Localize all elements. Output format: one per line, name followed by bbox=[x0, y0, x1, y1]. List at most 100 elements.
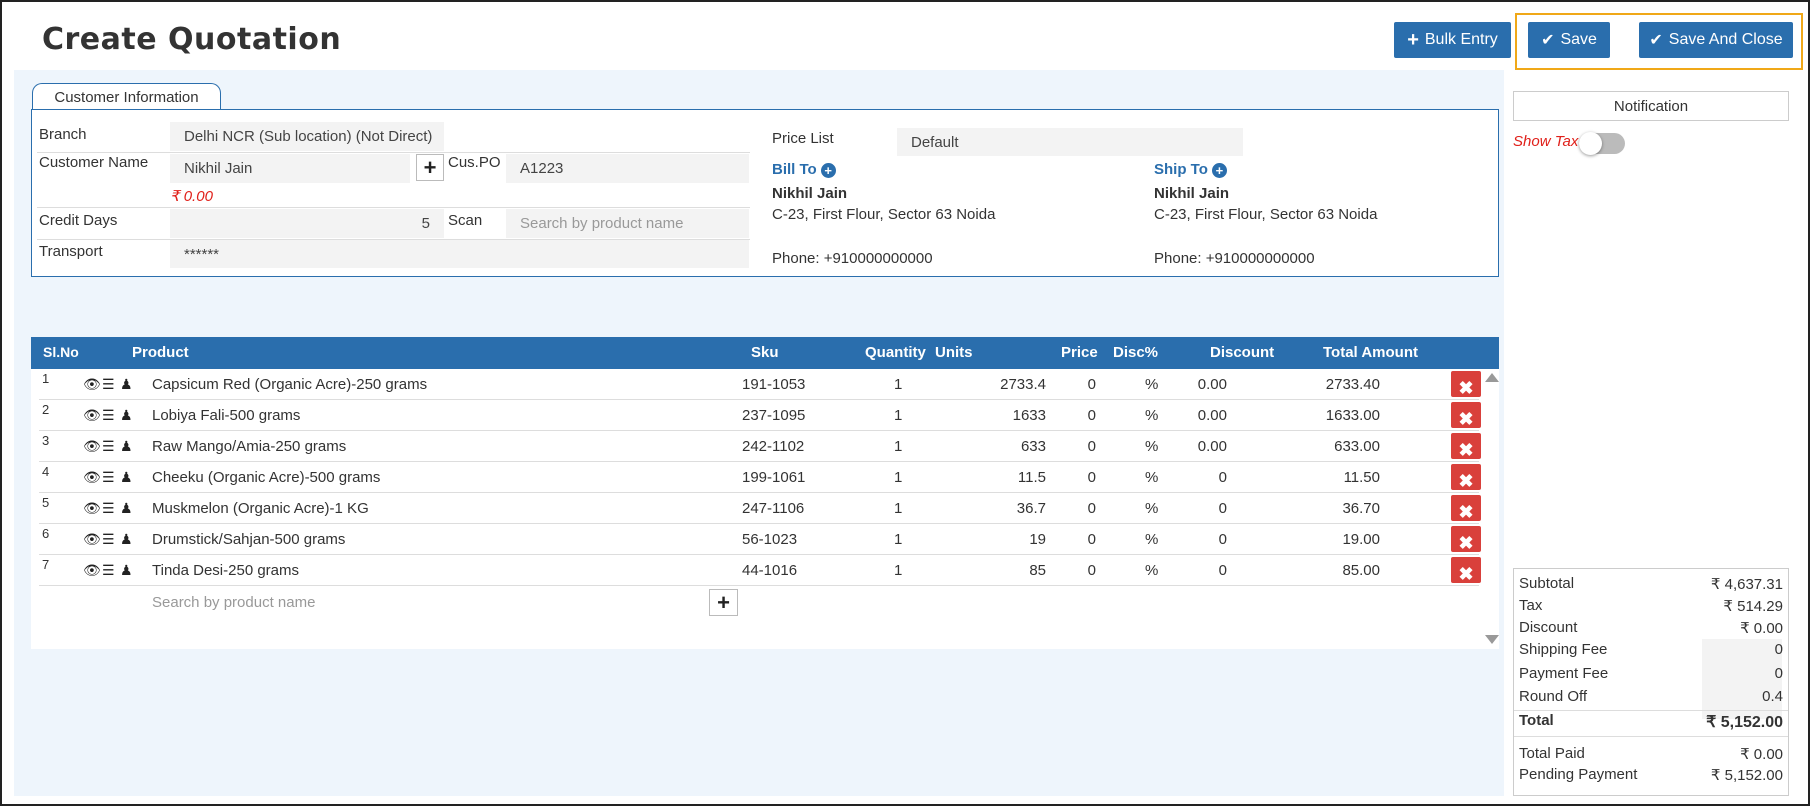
ship-to-phone: Phone: +910000000000 bbox=[1154, 250, 1315, 267]
close-icon: ✖ bbox=[1458, 378, 1474, 398]
add-customer-button[interactable]: + bbox=[416, 154, 444, 181]
credit-days-field[interactable]: 5 bbox=[170, 209, 444, 238]
person-icon[interactable]: ♟ bbox=[120, 438, 133, 454]
tax-label: Tax bbox=[1519, 597, 1543, 614]
col-disc-pct: Disc% bbox=[1113, 344, 1159, 361]
remove-row-button[interactable]: ✖ bbox=[1451, 402, 1481, 429]
plus-circle-icon[interactable]: + bbox=[820, 162, 836, 178]
row-quantity[interactable]: 1 bbox=[894, 500, 903, 517]
row-price[interactable]: 2733.4 bbox=[1000, 376, 1046, 393]
payment-fee-input[interactable]: 0 bbox=[1774, 665, 1783, 682]
shipping-fee-row[interactable]: Shipping Fee 0 bbox=[1519, 641, 1783, 661]
row-price[interactable]: 1633 bbox=[1012, 407, 1046, 424]
payment-fee-label: Payment Fee bbox=[1519, 665, 1609, 682]
highlight-box bbox=[1515, 13, 1803, 70]
transport-field[interactable]: ****** bbox=[170, 240, 749, 268]
list-icon[interactable]: ☰ bbox=[102, 438, 115, 454]
list-icon[interactable]: ☰ bbox=[102, 562, 115, 578]
show-tax-toggle[interactable] bbox=[1579, 132, 1625, 155]
row-price[interactable]: 19 bbox=[1029, 531, 1046, 548]
row-quantity[interactable]: 1 bbox=[894, 469, 903, 486]
row-quantity[interactable]: 1 bbox=[894, 438, 903, 455]
tab-customer-information[interactable]: Customer Information bbox=[32, 83, 221, 110]
cus-po-label: Cus.PO bbox=[448, 154, 501, 171]
ship-to-address: C-23, First Flour, Sector 63 Noida bbox=[1154, 206, 1378, 223]
subtotal-row: Subtotal ₹ 4,637.31 bbox=[1519, 575, 1783, 595]
person-icon[interactable]: ♟ bbox=[120, 562, 133, 578]
product-search-input[interactable]: Search by product name bbox=[152, 594, 316, 611]
list-icon[interactable]: ☰ bbox=[102, 531, 115, 547]
shipping-fee-input[interactable]: 0 bbox=[1774, 641, 1783, 658]
row-price[interactable]: 11.5 bbox=[1017, 469, 1046, 486]
person-icon[interactable]: ♟ bbox=[120, 469, 133, 485]
person-icon[interactable]: ♟ bbox=[120, 500, 133, 516]
remove-row-button[interactable]: ✖ bbox=[1451, 557, 1481, 584]
round-off-input[interactable]: 0.4 bbox=[1762, 688, 1783, 705]
bulk-entry-button[interactable]: + Bulk Entry bbox=[1394, 22, 1511, 58]
list-icon[interactable]: ☰ bbox=[102, 407, 115, 423]
scroll-up-icon[interactable] bbox=[1485, 373, 1499, 382]
person-icon[interactable]: ♟ bbox=[120, 407, 133, 423]
row-total: 1633.00 bbox=[1325, 407, 1380, 424]
eye-icon[interactable]: 👁 bbox=[83, 438, 101, 454]
row-price[interactable]: 85 bbox=[1029, 562, 1046, 579]
customer-name-field[interactable]: Nikhil Jain bbox=[170, 154, 410, 183]
cus-po-field[interactable]: A1223 bbox=[506, 154, 749, 183]
customer-information-box: Branch Delhi NCR (Sub location) (Not Dir… bbox=[31, 109, 1499, 277]
eye-icon[interactable]: 👁 bbox=[83, 469, 101, 485]
person-icon[interactable]: ♟ bbox=[120, 376, 133, 392]
row-quantity[interactable]: 1 bbox=[894, 531, 903, 548]
scroll-down-icon[interactable] bbox=[1485, 635, 1499, 644]
row-disc-pct[interactable]: 0 bbox=[1087, 438, 1096, 455]
row-disc-pct[interactable]: 0 bbox=[1087, 469, 1096, 486]
person-icon[interactable]: ♟ bbox=[120, 531, 133, 547]
row-quantity[interactable]: 1 bbox=[894, 407, 903, 424]
remove-row-button[interactable]: ✖ bbox=[1451, 464, 1481, 491]
row-price[interactable]: 36.7 bbox=[1016, 500, 1046, 517]
ship-to-label: Ship To bbox=[1154, 161, 1208, 178]
remove-row-button[interactable]: ✖ bbox=[1451, 495, 1481, 522]
row-slno: 2 bbox=[42, 402, 50, 417]
price-list-select[interactable]: Default bbox=[897, 128, 1243, 156]
row-disc-pct[interactable]: 0 bbox=[1087, 376, 1096, 393]
ship-to-header[interactable]: Ship To + bbox=[1154, 161, 1227, 178]
row-pct-sign: % bbox=[1145, 376, 1159, 393]
row-disc-pct[interactable]: 0 bbox=[1087, 500, 1096, 517]
notification-box[interactable]: Notification bbox=[1513, 91, 1789, 121]
row-price[interactable]: 633 bbox=[1020, 438, 1046, 455]
save-label: Save bbox=[1560, 31, 1597, 48]
bill-to-header[interactable]: Bill To + bbox=[772, 161, 836, 178]
list-icon[interactable]: ☰ bbox=[102, 469, 115, 485]
subtotal-label: Subtotal bbox=[1519, 575, 1575, 592]
row-discount: 0.00 bbox=[1197, 376, 1227, 393]
save-button[interactable]: ✔ Save bbox=[1528, 22, 1610, 58]
eye-icon[interactable]: 👁 bbox=[83, 376, 101, 392]
eye-icon[interactable]: 👁 bbox=[83, 500, 101, 516]
row-pct-sign: % bbox=[1145, 531, 1159, 548]
list-icon[interactable]: ☰ bbox=[102, 376, 115, 392]
add-product-button[interactable]: + bbox=[709, 589, 738, 616]
remove-row-button[interactable]: ✖ bbox=[1451, 371, 1481, 398]
eye-icon[interactable]: 👁 bbox=[83, 407, 101, 423]
round-off-row[interactable]: Round Off 0.4 bbox=[1519, 688, 1783, 708]
pending-payment-value: ₹ 5,152.00 bbox=[1710, 767, 1783, 784]
payment-fee-row[interactable]: Payment Fee 0 bbox=[1519, 665, 1783, 685]
row-total: 11.50 bbox=[1343, 469, 1380, 486]
scan-input[interactable]: Search by product name bbox=[506, 209, 749, 238]
remove-row-button[interactable]: ✖ bbox=[1451, 433, 1481, 460]
list-icon[interactable]: ☰ bbox=[102, 500, 115, 516]
row-quantity[interactable]: 1 bbox=[894, 376, 903, 393]
row-disc-pct[interactable]: 0 bbox=[1087, 531, 1096, 548]
close-icon: ✖ bbox=[1458, 564, 1474, 584]
save-and-close-button[interactable]: ✔ Save And Close bbox=[1639, 22, 1793, 58]
plus-circle-icon[interactable]: + bbox=[1211, 162, 1227, 178]
remove-row-button[interactable]: ✖ bbox=[1451, 526, 1481, 553]
ship-to-name: Nikhil Jain bbox=[1154, 185, 1230, 202]
row-disc-pct[interactable]: 0 bbox=[1087, 407, 1096, 424]
total-paid-row: Total Paid ₹ 0.00 bbox=[1519, 745, 1783, 765]
branch-field[interactable]: Delhi NCR (Sub location) (Not Direct) bbox=[170, 122, 444, 151]
eye-icon[interactable]: 👁 bbox=[83, 531, 101, 547]
eye-icon[interactable]: 👁 bbox=[83, 562, 101, 578]
row-disc-pct[interactable]: 0 bbox=[1087, 562, 1096, 579]
row-quantity[interactable]: 1 bbox=[894, 562, 903, 579]
